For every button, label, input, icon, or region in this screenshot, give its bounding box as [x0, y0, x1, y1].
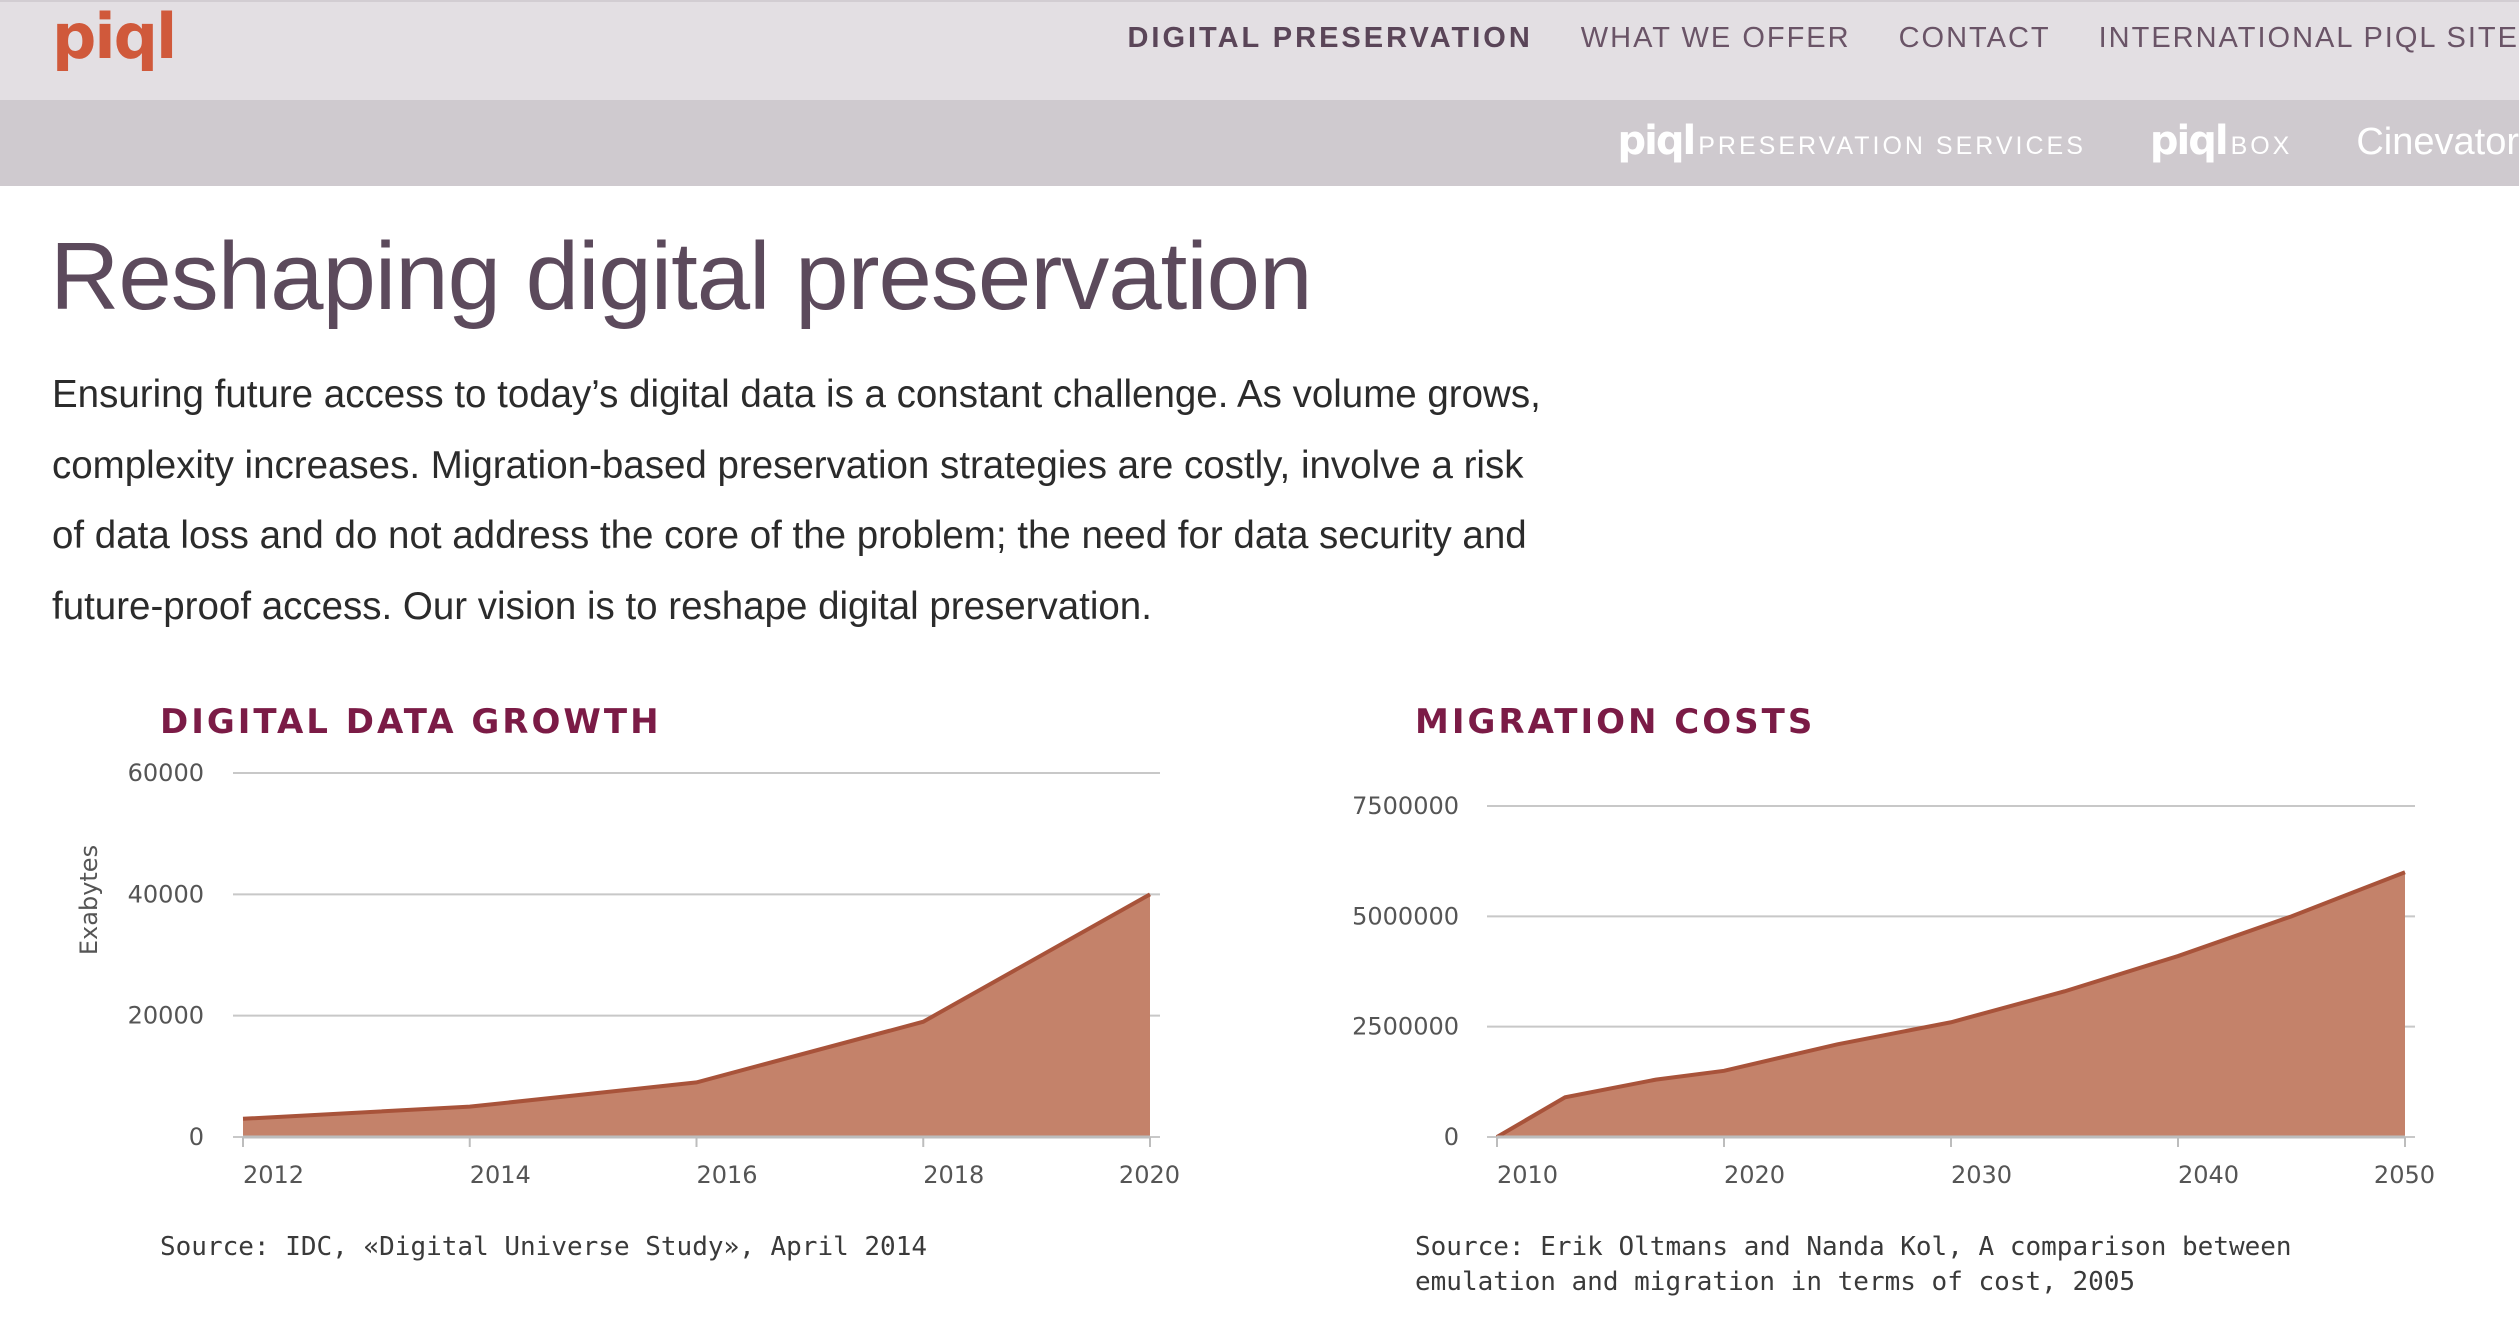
area-fill: [243, 894, 1150, 1137]
x-tick-label: 2012: [243, 1161, 304, 1189]
x-tick-label: 2040: [2178, 1161, 2239, 1189]
sub-navigation-bar: piql PRESERVATION SERVICES piql BOX Cine…: [0, 100, 2519, 186]
x-tick-label: 2014: [470, 1161, 531, 1189]
subnav-piql-box[interactable]: piql BOX: [2150, 118, 2292, 164]
y-tick-label: 0: [189, 1123, 204, 1151]
y-tick-label: 40000: [128, 880, 204, 908]
subnav-cinevator[interactable]: Cinevator: [2356, 121, 2519, 164]
x-tick-label: 2018: [923, 1161, 984, 1189]
intro-paragraph: Ensuring future access to today’s digita…: [52, 373, 1541, 628]
nav-contact[interactable]: CONTACT: [1898, 22, 2051, 54]
migration-costs-chart: 0 2500000 5000000 7500000 2010 2020 2030 2040 20…: [1352, 792, 2435, 1189]
x-tick-label: 2020: [1724, 1161, 1785, 1189]
piql-brand-mark: piql: [2149, 118, 2229, 164]
y-tick-label: 60000: [128, 759, 204, 787]
x-tick-label: 2016: [697, 1161, 758, 1189]
y-tick-label: 7500000: [1352, 792, 1459, 820]
area-fill: [1497, 872, 2405, 1137]
y-tick-label: 2500000: [1352, 1013, 1459, 1041]
subnav-preservation-label: PRESERVATION SERVICES: [1698, 132, 2086, 160]
x-tick-label: 2030: [1951, 1161, 2012, 1189]
x-tick-label: 2020: [1119, 1161, 1180, 1189]
nav-digital-preservation[interactable]: DIGITAL PRESERVATION: [1127, 22, 1533, 54]
main-nav: DIGITAL PRESERVATION WHAT WE OFFER CONTA…: [1127, 22, 2519, 55]
subnav-preservation-services[interactable]: piql PRESERVATION SERVICES: [1618, 118, 2086, 164]
chart-title-data-growth: DIGITAL DATA GROWTH: [160, 702, 662, 742]
piql-logo[interactable]: piql: [52, 0, 177, 73]
top-navigation-bar: piql DIGITAL PRESERVATION WHAT WE OFFER …: [0, 0, 2519, 100]
data-growth-chart: 0 20000 40000 60000 2012 2014 2016 2018 2020 Exab…: [75, 759, 1180, 1189]
nav-what-we-offer[interactable]: WHAT WE OFFER: [1580, 22, 1851, 54]
nav-international-site[interactable]: INTERNATIONAL PIQL SITE: [2098, 22, 2519, 54]
area-line: [242, 892, 1151, 1121]
y-tick-label: 5000000: [1352, 902, 1459, 930]
page-title: Reshaping digital preservation: [50, 223, 1312, 330]
sub-nav: piql PRESERVATION SERVICES piql BOX Cine…: [1618, 118, 2519, 164]
y-axis-label: Exabytes: [75, 845, 103, 955]
chart-title-migration-costs: MIGRATION COSTS: [1415, 702, 1816, 742]
y-tick-label: 20000: [128, 1002, 204, 1030]
area-line: [1495, 870, 2406, 1139]
subnav-box-label: BOX: [2230, 132, 2293, 160]
cinevator-label: Cinevator: [2356, 121, 2519, 163]
x-tick-label: 2050: [2374, 1161, 2435, 1189]
piql-brand-mark: piql: [1617, 118, 1697, 164]
source-migration-costs: Source: Erik Oltmans and Nanda Kol, A co…: [1415, 1232, 2292, 1297]
source-data-growth: Source: IDC, «Digital Universe Study», A…: [160, 1232, 928, 1262]
y-tick-label: 0: [1444, 1123, 1459, 1151]
x-tick-label: 2010: [1497, 1161, 1558, 1189]
